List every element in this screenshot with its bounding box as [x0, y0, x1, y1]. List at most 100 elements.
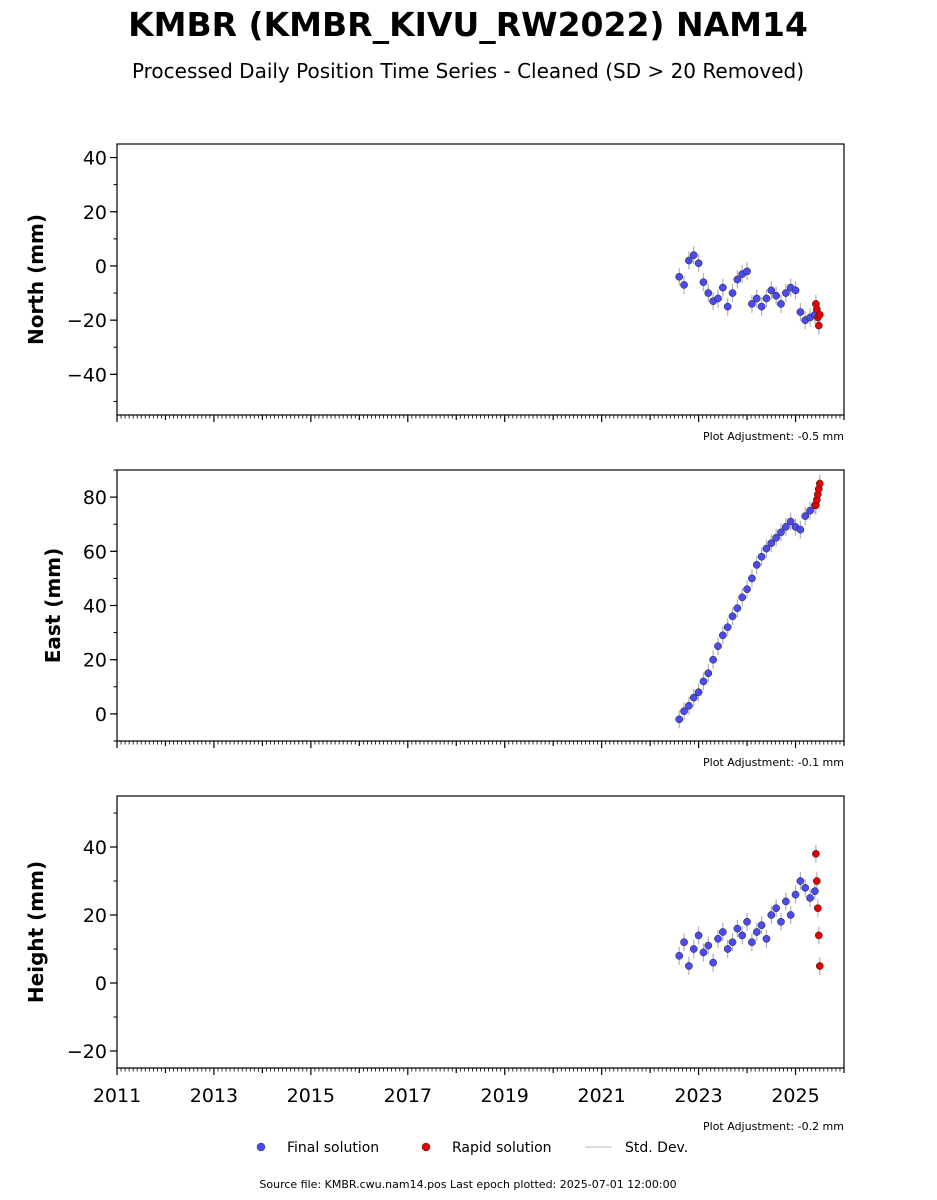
final-solution-point — [714, 294, 722, 303]
legend-std-label: Std. Dev. — [625, 1140, 688, 1156]
final-solution-point — [796, 525, 805, 534]
y-tick-label: 40 — [83, 148, 107, 170]
panel-data — [675, 474, 824, 729]
final-solution-point — [694, 931, 703, 940]
final-solution-point — [728, 612, 737, 621]
y-tick-label: 80 — [83, 487, 107, 509]
final-solution-point — [699, 948, 708, 957]
final-solution-point — [680, 707, 688, 716]
panel-2: 80 60 40 20 0 East (mm) Plot Adjustment: -0.1 … — [41, 469, 845, 769]
chart-subtitle: Processed Daily Position Time Series - C… — [132, 59, 804, 83]
x-tick-label: 2023 — [674, 1085, 722, 1107]
final-solution-point — [689, 945, 698, 953]
final-solution-point — [762, 934, 771, 943]
x-tick-label: 2025 — [771, 1085, 819, 1107]
chart-title: KMBR (KMBR_KIVU_RW2022) NAM14 — [128, 5, 808, 44]
final-solution-point — [694, 688, 703, 697]
final-solution-point — [767, 539, 776, 548]
rapid-solution-point — [814, 321, 823, 330]
final-solution-point — [733, 275, 742, 284]
panel-3: 40 20 0 −20 2011 2013 2015 2017 2019 2021 2023 2025… — [24, 795, 845, 1133]
final-solution-point — [685, 701, 693, 710]
final-solution-point — [699, 677, 708, 686]
y-tick-label: 20 — [83, 905, 107, 927]
final-solution-point — [762, 294, 771, 303]
final-solution-point — [777, 917, 785, 926]
final-solution-point — [777, 528, 785, 537]
final-solution-point — [801, 883, 810, 892]
final-solution-point — [709, 655, 717, 664]
y-tick-label: 60 — [83, 541, 107, 563]
final-solution-point — [680, 281, 688, 289]
final-solution-point — [772, 904, 780, 913]
final-solution-point — [733, 924, 742, 933]
final-solution-point — [767, 911, 776, 919]
final-solution-point — [718, 283, 727, 292]
rapid-solution-point — [813, 904, 822, 913]
final-solution-point — [743, 917, 751, 926]
final-solution-point — [781, 523, 790, 531]
final-solution-point — [772, 291, 780, 300]
panels: 40 20 0 −20 −40 North (mm) Plot Adjustment: -0… — [24, 143, 845, 1133]
final-solution-point — [728, 289, 737, 297]
final-solution-point — [699, 278, 708, 287]
final-solution-point — [777, 300, 785, 308]
legend: Final solution Rapid solution Std. Dev. — [256, 1140, 688, 1156]
final-solution-point — [806, 506, 814, 515]
y-tick-label: 0 — [95, 256, 107, 278]
y-tick-label: −20 — [67, 1041, 107, 1063]
x-tick-label: 2017 — [384, 1085, 432, 1107]
final-solution-point — [796, 308, 805, 316]
final-solution-point — [752, 294, 761, 303]
final-solution-point — [786, 517, 795, 526]
plot-adjustment-note: Plot Adjustment: -0.5 mm — [703, 430, 844, 443]
final-solution-point — [757, 921, 766, 930]
final-solution-point — [685, 256, 693, 265]
final-solution-point — [791, 890, 800, 899]
legend-final-label: Final solution — [287, 1140, 379, 1156]
final-solution-point — [675, 272, 684, 281]
y-tick-label: 40 — [83, 837, 107, 859]
final-solution-point — [806, 894, 814, 902]
final-solution-point — [704, 289, 713, 297]
final-solution-point — [680, 938, 688, 947]
final-solution-point — [748, 574, 756, 583]
final-solution-point — [738, 593, 747, 602]
final-solution-point — [675, 951, 684, 960]
final-solution-point — [811, 887, 819, 896]
rapid-solution-point — [815, 479, 824, 488]
plot-adjustment-note: Plot Adjustment: -0.2 mm — [703, 1120, 844, 1133]
final-solution-point — [781, 289, 790, 297]
final-solution-point — [689, 251, 698, 259]
final-solution-point — [714, 642, 722, 651]
final-solution-point — [733, 604, 742, 613]
final-solution-point — [675, 715, 684, 724]
final-solution-point — [791, 286, 800, 295]
y-tick-label: −20 — [67, 310, 107, 332]
final-solution-point — [709, 958, 717, 967]
rapid-solution-point — [815, 310, 824, 319]
y-tick-label: −40 — [67, 364, 107, 386]
final-solution-point — [772, 533, 780, 542]
final-solution-point — [723, 623, 732, 632]
rapid-solution-point — [815, 962, 824, 970]
rapid-solution-point — [814, 931, 823, 940]
y-tick-label: 0 — [95, 973, 107, 995]
final-solution-point — [685, 962, 693, 970]
x-tick-label: 2019 — [481, 1085, 529, 1107]
final-solution-point — [748, 938, 756, 947]
y-tick-label: 0 — [95, 704, 107, 726]
final-solution-point — [743, 267, 751, 276]
panel-data — [675, 246, 824, 335]
final-solution-point — [786, 911, 795, 919]
panel-data — [675, 844, 824, 975]
final-solution-point — [704, 941, 713, 950]
final-solution-point — [723, 945, 732, 953]
x-tick-label: 2011 — [93, 1085, 141, 1107]
y-axis-label: Height (mm) — [24, 861, 48, 1003]
final-solution-point — [757, 552, 766, 561]
y-tick-label: 20 — [83, 202, 107, 224]
rapid-solution-point — [813, 877, 821, 885]
plot-frame — [116, 795, 845, 1069]
